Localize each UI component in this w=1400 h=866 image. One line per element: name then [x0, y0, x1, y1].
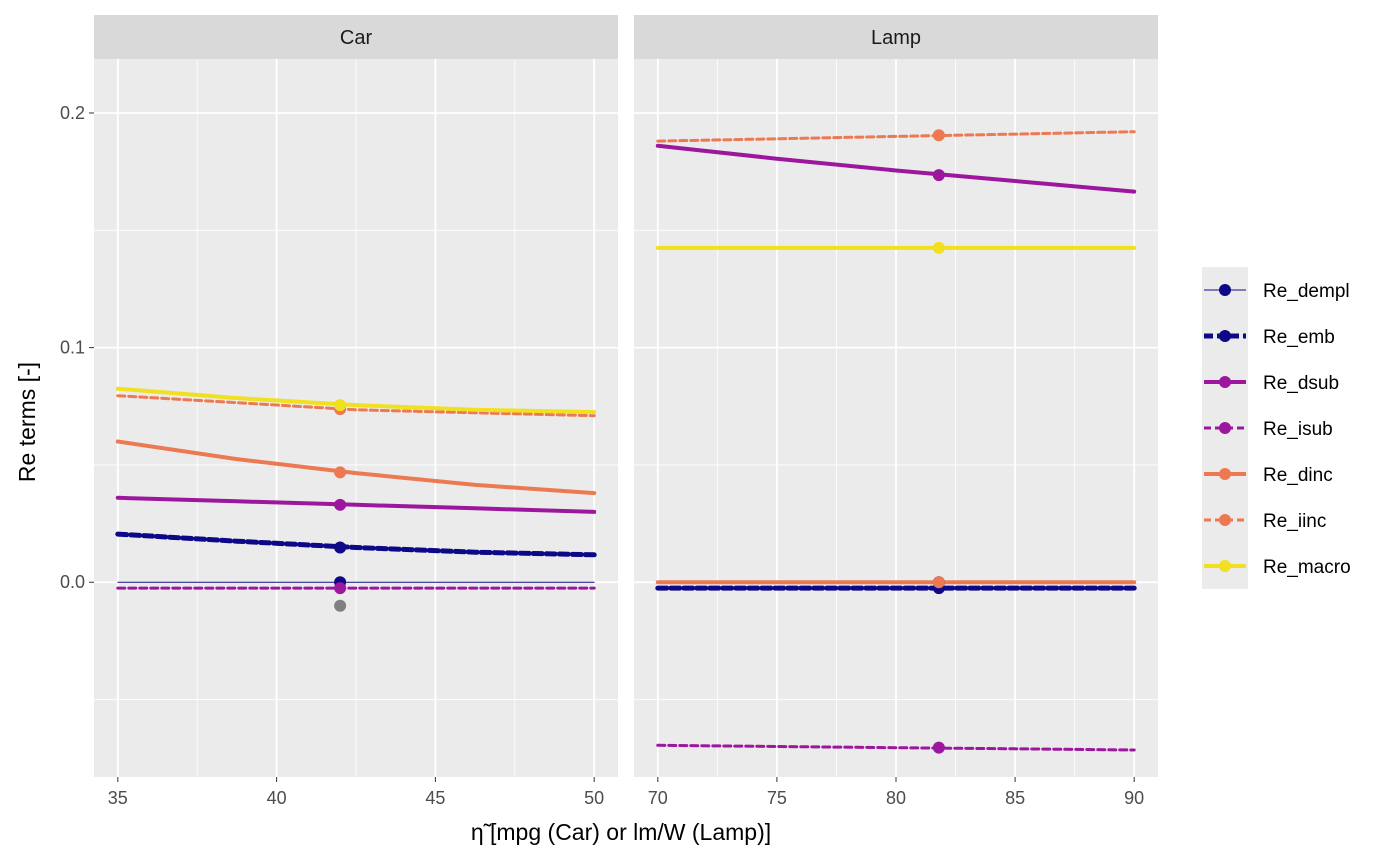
panel-car: Car 35 40 45 50: [94, 15, 618, 808]
legend-key-point: [1219, 468, 1231, 480]
x-tick-label: 75: [767, 788, 787, 808]
legend-label: Re_iinc: [1263, 511, 1326, 532]
series-line-re-iinc: [656, 130, 1136, 143]
panels: Car 35 40 45 50 Lamp 70 75 80 85 90 0.0 0.1 0.2: [60, 15, 1158, 808]
legend-item: Re_iinc: [1204, 511, 1326, 532]
series-line-re-dsub: [655, 143, 1137, 194]
series-line-re-isub: [656, 743, 1136, 752]
series-line-re-dsub: [115, 495, 597, 514]
y-axis-title: Re terms [-]: [14, 362, 40, 482]
series-line-re-dinc: [115, 439, 597, 496]
series-line-re-iinc: [116, 394, 596, 418]
legend-key-point: [1219, 422, 1231, 434]
legend-item: Re_dsub: [1204, 373, 1339, 394]
x-tick-label: 85: [1005, 788, 1025, 808]
extra-point: [334, 599, 347, 612]
legend-label: Re_dsub: [1263, 373, 1339, 394]
x-tick-label: 70: [648, 788, 668, 808]
legend-item: Re_macro: [1204, 557, 1351, 578]
legend-item: Re_emb: [1204, 327, 1335, 348]
series-line-re-macro: [115, 386, 597, 415]
series-point-re-dinc: [932, 576, 945, 589]
legend-label: Re_isub: [1263, 419, 1333, 440]
legend: Re_dempl Re_emb Re_dsub Re_isub Re_dinc Re_ii…: [1202, 267, 1351, 589]
x-tick-label: 40: [267, 788, 287, 808]
strip-label-lamp: Lamp: [871, 27, 921, 49]
y-tick-label: 0.0: [60, 572, 85, 592]
legend-key-point: [1219, 560, 1231, 572]
strip-lamp: [634, 15, 1158, 59]
series-point-re-dinc: [334, 466, 347, 479]
panel-lamp: Lamp 70 75 80 85 90: [634, 15, 1158, 808]
legend-key-point: [1219, 284, 1231, 296]
series-point-re-dsub: [932, 169, 945, 182]
legend-item: Re_dinc: [1204, 465, 1333, 486]
series-line-re-emb: [115, 531, 597, 558]
legend-label: Re_emb: [1263, 327, 1335, 348]
legend-item: Re_isub: [1204, 419, 1333, 440]
strip-label-car: Car: [340, 27, 373, 49]
x-tick-label: 80: [886, 788, 906, 808]
series-point-re-dsub: [334, 498, 347, 511]
x-axis-title: η̃ [mpg (Car) or lm/W (Lamp)]: [471, 819, 771, 845]
strip-car: [94, 15, 618, 59]
series-point-re-iinc: [932, 129, 945, 142]
y-axis: 0.0 0.1 0.2: [60, 103, 94, 592]
series-point-re-macro: [932, 241, 945, 254]
series-point-re-isub: [932, 741, 945, 754]
legend-key-point: [1219, 376, 1231, 388]
legend-label: Re_macro: [1263, 557, 1351, 578]
legend-label: Re_dinc: [1263, 465, 1333, 486]
legend-key-point: [1219, 330, 1231, 342]
x-tick-label: 45: [425, 788, 445, 808]
y-tick-label: 0.1: [60, 338, 85, 358]
x-tick-label: 50: [584, 788, 604, 808]
y-tick-label: 0.2: [60, 103, 85, 123]
x-tick-label: 90: [1124, 788, 1144, 808]
legend-label: Re_dempl: [1263, 281, 1350, 302]
x-tick-label: 35: [108, 788, 128, 808]
series-point-re-emb: [334, 541, 347, 554]
legend-item: Re_dempl: [1204, 281, 1350, 302]
series-point-re-isub: [334, 582, 347, 595]
series-point-re-macro: [334, 399, 347, 412]
legend-key-point: [1219, 514, 1231, 526]
